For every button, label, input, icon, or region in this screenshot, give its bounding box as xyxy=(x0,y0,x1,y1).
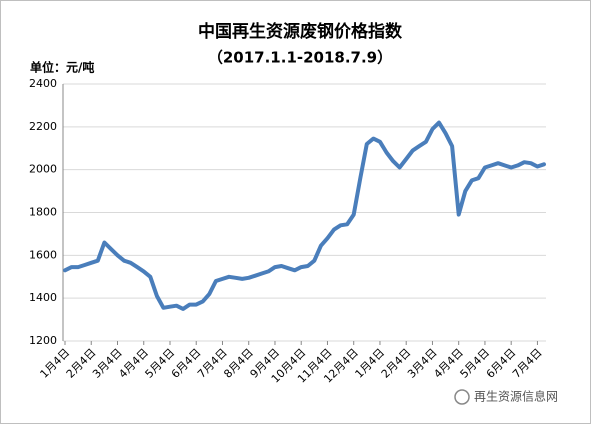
y-tick-label: 2200 xyxy=(29,120,57,133)
y-tick-label: 1600 xyxy=(29,248,57,261)
line xyxy=(63,120,546,311)
watermark-icon xyxy=(454,389,470,405)
y-tick-label: 2400 xyxy=(29,77,57,90)
chart-subtitle: （2017.1.1-2018.7.9） xyxy=(208,49,392,67)
y-tick-label: 1800 xyxy=(29,206,57,219)
chart-title: 中国再生资源废钢价格指数 xyxy=(198,21,403,42)
y-tick-label: 1200 xyxy=(29,334,57,347)
y-tick-label: 1400 xyxy=(29,291,57,304)
y-tick-label: 2000 xyxy=(29,163,57,176)
watermark: 再生资源信息网 xyxy=(474,389,558,404)
unit-label: 单位：元/吨 xyxy=(30,60,94,75)
